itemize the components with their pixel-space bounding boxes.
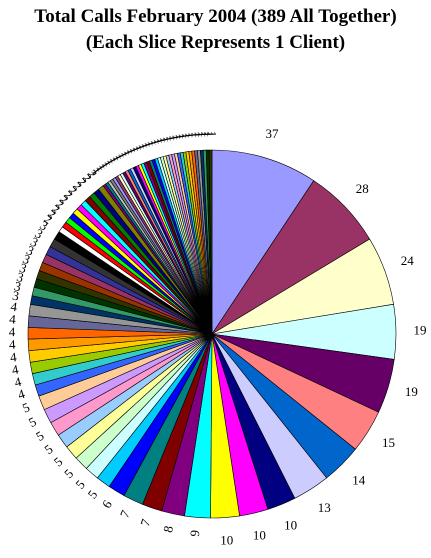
pie-data-label-5: 19 xyxy=(405,384,418,399)
pie-data-label-4: 19 xyxy=(413,323,426,338)
pie-data-label-75: 1 xyxy=(151,136,167,146)
pie-data-label-85: 1 xyxy=(182,131,198,139)
pie-data-label-81: 1 xyxy=(169,132,185,141)
pie-data-label-2: 28 xyxy=(356,181,369,196)
pie-data-label-30: 4 xyxy=(9,324,16,339)
pie-data-label-3: 24 xyxy=(401,253,415,268)
pie-data-label-37: 3 xyxy=(21,251,33,267)
pie-data-label-24: 5 xyxy=(20,399,32,415)
pie-data-label-68: 1 xyxy=(130,142,146,154)
pie-data-label-6: 15 xyxy=(382,435,395,450)
pie-data-label-77: 1 xyxy=(157,135,173,145)
pie-data-label-25: 4 xyxy=(16,386,27,402)
pie-data-label-73: 1 xyxy=(145,138,161,149)
pie-data-label-83: 1 xyxy=(176,132,192,141)
pie-data-label-10: 10 xyxy=(253,528,266,543)
pie-slice-92 xyxy=(208,149,213,335)
pie-data-label-71: 1 xyxy=(139,139,155,150)
pie-data-label-1: 37 xyxy=(266,126,280,141)
pie-data-label-70: 1 xyxy=(136,140,152,151)
pie-data-label-82: 1 xyxy=(172,132,188,141)
pie-data-label-69: 1 xyxy=(133,141,149,153)
pie-data-label-9: 10 xyxy=(284,518,297,533)
pie-data-label-14: 7 xyxy=(137,517,153,529)
pie-data-label-76: 1 xyxy=(154,135,170,145)
pie-data-label-78: 1 xyxy=(160,134,176,144)
pie-data-label-86: 1 xyxy=(185,131,201,139)
pie-data-label-21: 5 xyxy=(41,441,55,457)
pie-data-label-11: 10 xyxy=(220,532,233,547)
pie-data-label-17: 5 xyxy=(84,487,100,501)
pie-data-label-74: 1 xyxy=(148,137,164,148)
pie-data-label-28: 4 xyxy=(9,349,18,365)
pie-data-label-22: 5 xyxy=(33,428,46,444)
pie-data-label-34: 3 xyxy=(13,278,23,294)
pie-data-label-90: 1 xyxy=(198,131,213,138)
pie-data-label-15: 7 xyxy=(117,507,134,520)
pie-data-label-80: 1 xyxy=(166,133,182,142)
chart-title: Total Calls February 2004 (389 All Toget… xyxy=(0,4,431,56)
pie-data-label-23: 5 xyxy=(26,414,39,430)
chart-title-line-1: Total Calls February 2004 (389 All Toget… xyxy=(34,6,397,27)
pie-data-label-87: 1 xyxy=(188,131,204,139)
pie-data-label-67: 1 xyxy=(127,144,143,156)
pie-data-label-27: 4 xyxy=(11,361,21,377)
pie-data-label-91: 1 xyxy=(201,131,216,138)
pie-data-label-13: 8 xyxy=(160,524,176,534)
pie-data-label-72: 1 xyxy=(142,138,158,149)
pie-data-label-16: 6 xyxy=(99,497,115,511)
pie-slice-1 xyxy=(211,149,315,335)
pie-data-label-29: 4 xyxy=(9,337,17,352)
pie-data-label-8: 13 xyxy=(318,500,331,515)
pie-data-label-92: 1 xyxy=(204,131,219,138)
pie-data-label-26: 4 xyxy=(13,374,23,390)
chart-title-line-2: (Each Slice Represents 1 Client) xyxy=(85,32,346,53)
pie-data-label-35: 3 xyxy=(15,269,25,285)
pie-slices xyxy=(27,149,397,519)
pie-data-label-88: 1 xyxy=(192,131,207,139)
pie-data-label-84: 1 xyxy=(179,131,195,139)
pie-data-label-20: 5 xyxy=(51,454,66,470)
pie-data-label-12: 9 xyxy=(187,529,202,537)
pie-data-label-79: 1 xyxy=(163,133,179,143)
pie-data-label-7: 14 xyxy=(352,472,366,487)
pie-data-label-33: 3 xyxy=(11,288,20,304)
pie-data-label-31: 4 xyxy=(9,311,17,326)
pie-data-label-32: 4 xyxy=(10,299,19,315)
pie-data-label-89: 1 xyxy=(195,131,210,138)
pie-data-label-36: 3 xyxy=(18,260,29,276)
